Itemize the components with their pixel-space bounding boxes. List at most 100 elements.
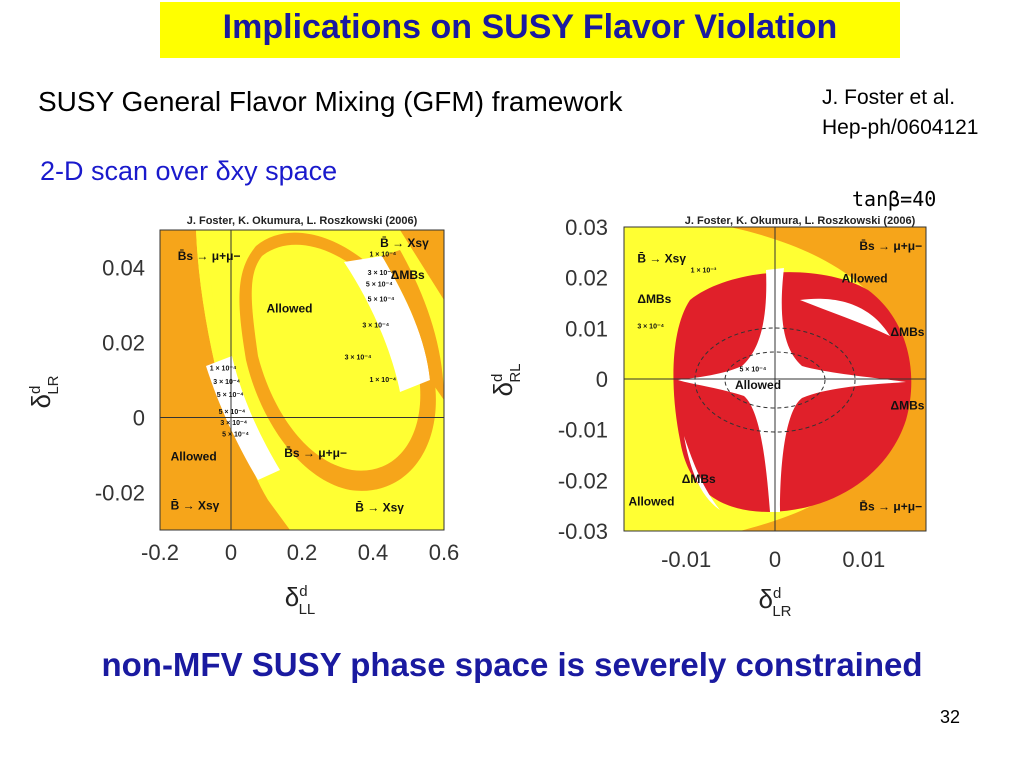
- chart-right-xlabel-sup: d: [773, 585, 781, 602]
- chart-left-annotation: Allowed: [267, 302, 313, 316]
- chart-left-xticks: -0.2 0 0.2 0.4 0.6: [141, 540, 459, 565]
- chart-left-annotations: B̄s → μ+μ− B̄ → Xsγ ΔMBs Allowed Allowed B̄s …: [171, 236, 429, 514]
- chart-left-excluded-strip: [382, 250, 444, 400]
- chart-left-xtick-label: 0.6: [429, 540, 460, 565]
- chart-left-xlabel-symbol: δ: [285, 582, 299, 612]
- chart-left-ylabel-sup: d: [27, 386, 44, 394]
- chart-right-ytick-label: -0.02: [558, 468, 608, 493]
- chart-right-xlabel: δd LR: [758, 584, 791, 620]
- chart-right-ytick-label: 0.03: [565, 215, 608, 240]
- chart-left-annotation: 5 × 10⁻⁴: [219, 409, 246, 416]
- chart-right-ytick-label: 0: [596, 367, 608, 392]
- tanbeta-symbol: β: [888, 187, 901, 211]
- slide-title: Implications on SUSY Flavor Violation: [222, 8, 838, 46]
- chart-right-xlabel-symbol: δ: [758, 584, 772, 614]
- chart-left-annotation: B̄ → Xsγ: [171, 498, 220, 512]
- chart-right-annotations: B̄ → Xsγ B̄s → μ+μ− 1 × 10⁻³ Allowed ΔMBs 3 ×…: [628, 239, 924, 514]
- chart-right-yticks: 0.03 0.02 0.01 0 -0.01 -0.02 -0.03: [558, 215, 608, 544]
- chart-left-ylabel-sub: LR: [45, 375, 62, 394]
- chart-right-annotation: Allowed: [628, 495, 674, 509]
- tanbeta-suffix: =40: [900, 187, 937, 211]
- chart-right-contour-outer: [694, 327, 856, 433]
- chart-left-annotation: B̄s → μ+μ−: [178, 249, 241, 263]
- chart-right-xtick-label: 0.01: [842, 547, 885, 572]
- chart-right-annotation: B̄s → μ+μ−: [859, 239, 922, 253]
- scan-prefix: 2-D scan over: [40, 156, 216, 186]
- chart-right-allowed-sliver-upper: [800, 298, 890, 336]
- chart-left-annotation: 1 × 10⁻⁴: [210, 366, 237, 373]
- scan-delta: δ: [215, 156, 231, 186]
- chart-right-regions: [624, 227, 926, 531]
- chart-right-annotation: ΔMBs: [890, 398, 924, 412]
- chart-left-xtick-label: 0: [225, 540, 237, 565]
- chart-right-annotation: Allowed: [735, 378, 781, 392]
- chart-left-annotation: 3 × 10⁻⁴: [368, 270, 395, 277]
- chart-left-xtick-label: 0.4: [358, 540, 389, 565]
- chart-right-ylabel-group: δdRL: [488, 363, 524, 396]
- chart-right-allowed-cross: [678, 268, 906, 512]
- reference-author: J. Foster et al.: [822, 86, 956, 109]
- chart-left-annotation: B̄ → Xsγ: [355, 500, 404, 514]
- chart-left-annotation: 1 × 10⁻⁴: [369, 377, 396, 384]
- chart-left-annotation: B̄s → μ+μ−: [284, 446, 347, 460]
- chart-left-annotation: 1 × 10⁻⁴: [369, 251, 396, 258]
- scan-caption: 2-D scan over δxy space: [40, 156, 337, 187]
- chart-right-ytick-label: -0.01: [558, 418, 608, 443]
- tanbeta-prefix: tan: [852, 187, 889, 211]
- chart-left-annotation: 3 × 10⁻⁴: [362, 323, 389, 330]
- chart-left-excluded-corner: [350, 230, 444, 300]
- chart-right-excluded-orange: [730, 227, 926, 531]
- chart-left-annotation: Allowed: [171, 450, 217, 464]
- chart-left-credit: J. Foster, K. Okumura, L. Roszkowski (20…: [187, 215, 418, 227]
- chart-right: J. Foster, K. Okumura, L. Roszkowski (20…: [488, 215, 927, 620]
- page-number: 32: [940, 707, 961, 727]
- chart-right-xlabel-sub: LR: [772, 603, 791, 620]
- chart-left-xtick-label: -0.2: [141, 540, 179, 565]
- chart-right-ylabel-sub: RL: [507, 363, 524, 382]
- chart-right-ylabel-symbol: δ: [488, 382, 518, 396]
- chart-left-ytick-label: -0.02: [95, 481, 145, 506]
- conclusion-text: non-MFV SUSY phase space is severely con…: [101, 646, 923, 683]
- chart-right-annotation: B̄ → Xsγ: [637, 251, 686, 265]
- chart-left-xlabel-sup: d: [299, 583, 307, 600]
- title-highlight: [160, 2, 900, 58]
- scan-suffix: xy space: [230, 156, 338, 186]
- chart-right-ytick-label: -0.03: [558, 519, 608, 544]
- chart-left-annotation: 5 × 10⁻⁴: [366, 281, 393, 288]
- chart-right-ylabel-sup: d: [489, 374, 506, 382]
- chart-left-annotation: 5 × 10⁻⁴: [217, 392, 244, 399]
- chart-right-annotation: Allowed: [842, 272, 888, 286]
- chart-right-annotation: B̄s → μ+μ−: [859, 500, 922, 514]
- chart-right-annotation: ΔMBs: [890, 325, 924, 339]
- chart-left-frame: [159, 229, 445, 531]
- chart-right-xticks: -0.01 0 0.01: [661, 547, 885, 572]
- chart-right-xtick-label: -0.01: [661, 547, 711, 572]
- chart-left-annotation: 3 × 10⁻⁴: [220, 420, 247, 427]
- slide-subtitle: SUSY General Flavor Mixing (GFM) framewo…: [38, 86, 623, 117]
- chart-left-annotation: 3 × 10⁻⁴: [345, 354, 372, 361]
- chart-left: J. Foster, K. Okumura, L. Roszkowski (20…: [26, 215, 459, 618]
- chart-left-xtick-label: 0.2: [287, 540, 318, 565]
- tanbeta-label: tanβ=40: [852, 187, 936, 211]
- reference-arxiv: Hep-ph/0604121: [822, 116, 979, 139]
- chart-right-annotation: ΔMBs: [682, 472, 716, 486]
- chart-right-xtick-label: 0: [769, 547, 781, 572]
- chart-right-contour-inner: [724, 351, 826, 409]
- chart-left-yticks: -0.02 0 0.02 0.04: [95, 256, 145, 506]
- chart-left-xlabel-sub: LL: [299, 601, 316, 618]
- chart-right-ytick-label: 0.01: [565, 316, 608, 341]
- chart-left-ylabel-symbol: δ: [26, 394, 56, 408]
- chart-left-xlabel: δd LL: [285, 582, 316, 618]
- chart-left-band-yellow: [196, 230, 290, 530]
- chart-right-annotation: 5 × 10⁻⁴: [739, 366, 766, 373]
- chart-right-ytick-label: 0.02: [565, 266, 608, 291]
- chart-left-annotation: 5 × 10⁻⁴: [368, 296, 395, 303]
- chart-right-annotation: 3 × 10⁻⁴: [637, 323, 664, 330]
- chart-left-ytick-label: 0.04: [102, 256, 145, 281]
- chart-left-annotation: 5 × 10⁻⁴: [222, 431, 249, 438]
- chart-left-ylabel-group: δdLR: [26, 375, 62, 408]
- chart-left-ytick-label: 0: [133, 406, 145, 431]
- chart-left-annotation: B̄ → Xsγ: [380, 236, 429, 250]
- chart-right-ylabel: δdRL: [488, 363, 524, 396]
- chart-right-credit: J. Foster, K. Okumura, L. Roszkowski (20…: [685, 215, 916, 227]
